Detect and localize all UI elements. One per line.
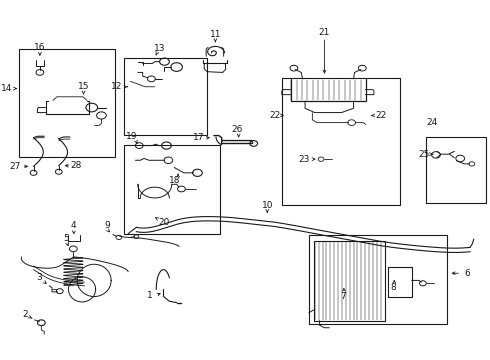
Text: 7: 7 [340,292,346,301]
Text: 12: 12 [111,82,122,91]
Bar [282,78,400,205]
Text: 15: 15 [78,82,89,91]
Text: 17: 17 [193,133,204,142]
Text: 21: 21 [319,28,330,37]
Text: 22: 22 [269,111,280,120]
Text: 5: 5 [64,234,70,243]
Text: 11: 11 [210,30,221,39]
Text: 26: 26 [231,125,243,134]
Text: 28: 28 [71,161,82,170]
Bar [124,145,220,234]
Text: 16: 16 [34,43,46,52]
Text: 3: 3 [37,273,42,282]
Text: 19: 19 [126,132,137,141]
Text: 20: 20 [159,218,170,227]
Text: 14: 14 [1,84,13,93]
Text: 23: 23 [298,155,310,164]
Text: 22: 22 [375,111,386,120]
Bar [309,235,447,324]
Text: 8: 8 [391,283,396,292]
Text: 2: 2 [22,310,27,319]
Text: 1: 1 [147,291,153,300]
Text: 4: 4 [71,221,76,230]
Text: 27: 27 [9,162,21,171]
Bar [19,49,115,157]
Text: 6: 6 [465,269,470,278]
Bar [426,137,486,203]
Bar [124,58,207,135]
Text: 9: 9 [104,221,110,230]
Text: 18: 18 [170,176,181,185]
Text: 24: 24 [426,118,438,127]
Text: 25: 25 [418,150,430,159]
Text: 13: 13 [154,44,166,53]
Text: 10: 10 [262,201,273,210]
